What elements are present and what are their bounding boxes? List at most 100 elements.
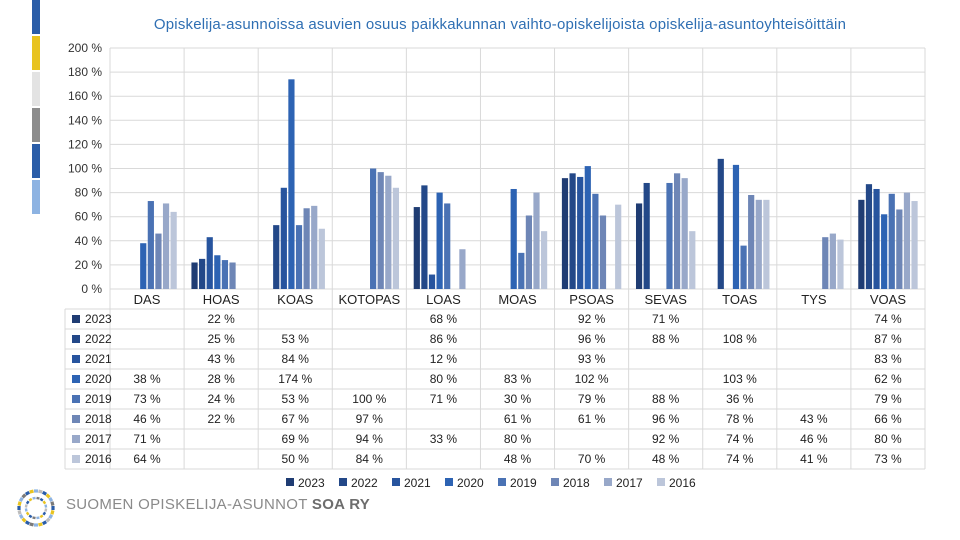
legend-swatch <box>392 478 400 486</box>
bar-2019-kotopas <box>370 168 377 289</box>
bar-2017-voas <box>903 192 911 289</box>
legend-label: 2017 <box>616 476 643 490</box>
table-cell: 22 % <box>207 412 235 426</box>
bar-2017-das <box>162 203 170 289</box>
table-cell: 174 % <box>278 372 312 386</box>
bar-2022-psoas <box>569 173 576 289</box>
bar-2019-loas <box>444 203 451 289</box>
category-label: TOAS <box>722 292 757 307</box>
bar-2020-loas <box>436 192 443 289</box>
legend-label: 2022 <box>351 476 378 490</box>
y-tick-label: 60 % <box>75 210 103 224</box>
table-cell: 64 % <box>133 452 161 466</box>
category-label: KOTOPAS <box>338 292 400 307</box>
bar-2022-hoas <box>199 258 206 289</box>
logo-ring-block <box>18 496 24 503</box>
bar-2022-toas <box>717 158 724 289</box>
logo-inner-block <box>39 514 44 519</box>
table-series-swatch <box>72 315 80 323</box>
logo-ring-block <box>38 522 43 527</box>
logo-inner-block <box>39 497 44 502</box>
bar-2023-sevas <box>635 203 643 289</box>
table-series-swatch <box>72 375 80 383</box>
table-cell: 102 % <box>575 372 609 386</box>
y-tick-label: 80 % <box>75 186 103 200</box>
bar-2017-koas <box>311 205 318 289</box>
bar-2017-moas <box>533 192 540 289</box>
bar-2017-tys <box>829 233 836 289</box>
bar-2016-moas <box>541 231 548 289</box>
table-cell: 12 % <box>430 352 458 366</box>
logo-ring-block <box>21 517 27 523</box>
table-cell: 71 % <box>430 392 458 406</box>
bar-2023-psoas <box>561 178 569 289</box>
legend-swatch <box>445 478 453 486</box>
bar-2019-toas <box>740 245 747 289</box>
logo-ring-block <box>41 520 48 526</box>
table-cell: 73 % <box>874 452 902 466</box>
table-cell: 38 % <box>133 372 161 386</box>
bar-2021-voas <box>873 188 880 289</box>
table-cell: 79 % <box>874 392 902 406</box>
legend-label: 2016 <box>669 476 696 490</box>
logo-ring-block <box>17 510 22 515</box>
bar-2019-hoas <box>221 260 229 289</box>
bar-2019-koas <box>295 225 303 289</box>
bar-2018-psoas <box>599 215 607 289</box>
category-label: KOAS <box>277 292 313 307</box>
logo-ring-block <box>29 489 34 494</box>
table-series-name: 2020 <box>85 372 112 386</box>
bar-2020-moas <box>510 188 517 289</box>
table-cell: 97 % <box>356 412 384 426</box>
bar-2019-sevas <box>666 182 673 289</box>
category-label: MOAS <box>498 292 537 307</box>
y-tick-label: 180 % <box>68 65 102 79</box>
table-cell: 68 % <box>430 312 458 326</box>
table-cell: 43 % <box>207 352 235 366</box>
table-series-swatch <box>72 415 80 423</box>
logo-inner-block <box>24 504 28 508</box>
table-cell: 94 % <box>356 432 384 446</box>
stripe-segment <box>32 180 40 214</box>
bar-2019-das <box>147 201 154 289</box>
bar-2019-voas <box>888 193 895 289</box>
logo-ring-block <box>21 493 27 499</box>
bar-2020-das <box>140 243 147 289</box>
bar-2019-moas <box>518 252 525 289</box>
table-cell: 30 % <box>504 392 532 406</box>
bar-2017-kotopas <box>385 175 392 289</box>
soa-logo <box>17 489 55 527</box>
table-cell: 73 % <box>133 392 161 406</box>
logo-ring-block <box>48 513 54 520</box>
bar-2017-sevas <box>681 178 688 289</box>
logo-ring-block <box>45 517 51 523</box>
y-tick-label: 140 % <box>68 113 102 127</box>
category-label: LOAS <box>426 292 461 307</box>
table-cell: 108 % <box>723 332 757 346</box>
logo-inner-block <box>32 516 36 520</box>
legend-swatch <box>498 478 506 486</box>
legend-swatch <box>286 478 294 486</box>
logo-inner-block <box>24 508 28 512</box>
bar-2018-koas <box>303 208 310 289</box>
bar-2021-hoas <box>206 237 213 289</box>
table-series-swatch <box>72 455 80 463</box>
table-series-name: 2022 <box>85 332 112 346</box>
table-cell: 53 % <box>282 392 310 406</box>
bar-2018-hoas <box>229 262 236 289</box>
y-tick-label: 160 % <box>68 89 102 103</box>
logo-inner-block <box>44 504 48 508</box>
table-cell: 36 % <box>726 392 754 406</box>
logo-inner-block <box>28 514 33 519</box>
bar-2016-das <box>170 211 177 289</box>
bar-2018-tys <box>822 237 829 289</box>
logo-inner-block <box>25 511 30 516</box>
logo-inner-block <box>28 497 33 502</box>
table-cell: 92 % <box>578 312 606 326</box>
table-cell: 50 % <box>282 452 310 466</box>
logo-ring-block <box>18 513 24 520</box>
legend-label: 2020 <box>457 476 484 490</box>
y-tick-label: 100 % <box>68 162 102 176</box>
legend-swatch <box>657 478 665 486</box>
logo-ring-block <box>50 510 55 515</box>
